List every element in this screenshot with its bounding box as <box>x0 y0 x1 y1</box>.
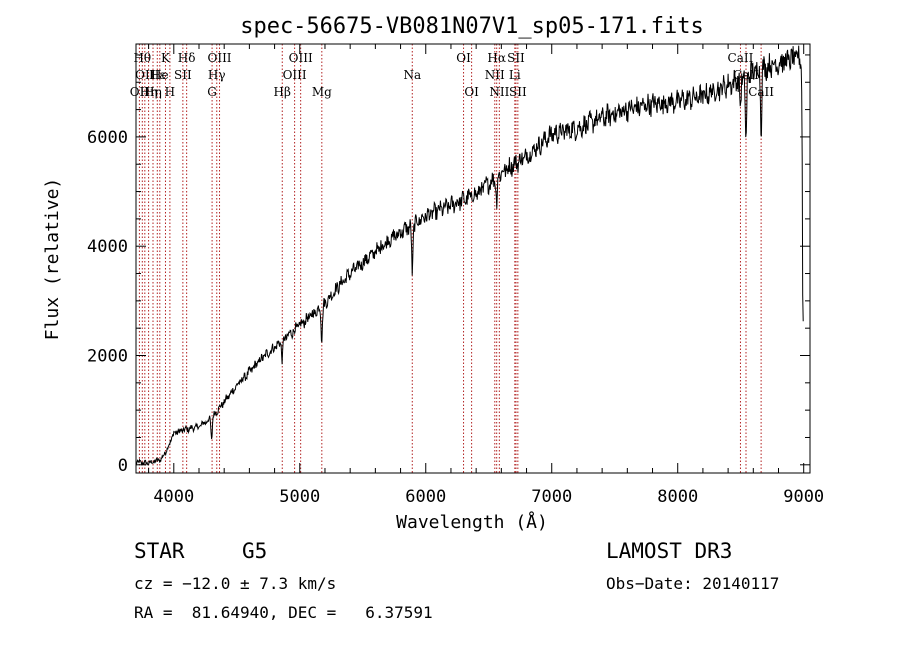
line-marker-label: CaII <box>733 68 759 82</box>
line-marker-label: OI <box>464 85 479 99</box>
plot-frame <box>135 43 811 474</box>
line-marker-label: Li <box>509 68 521 82</box>
y-axis-label: Flux (relative) <box>42 178 63 341</box>
line-marker-label: OIII <box>207 51 231 65</box>
line-marker-label: OIII <box>283 68 307 82</box>
x-tick-label: 8000 <box>657 487 698 507</box>
line-marker-label: H <box>165 85 175 99</box>
x-tick-label: 6000 <box>405 487 446 507</box>
line-marker-label: OIII <box>289 51 313 65</box>
survey-name: LAMOST DR3 <box>606 539 733 563</box>
line-marker-label: OII <box>135 68 155 82</box>
x-tick-label: 9000 <box>783 487 824 507</box>
line-marker-label: CaII <box>728 51 754 65</box>
line-markers <box>138 44 762 473</box>
line-marker-label: SII <box>174 68 192 82</box>
x-tick-label: 7000 <box>531 487 572 507</box>
object-class: STAR <box>134 539 185 563</box>
spectrum-line <box>135 45 804 466</box>
obs-date: Obs−Date: 20140117 <box>606 574 780 593</box>
line-marker-label: OI <box>456 51 471 65</box>
line-marker-label: OII <box>130 85 150 99</box>
line-marker-label: Hγ <box>208 68 226 82</box>
axes: 4000 5000 6000 7000 8000 9000 0 2000 4000 6000 <box>87 44 824 507</box>
spectrum-layer <box>135 45 804 466</box>
x-axis-label: Wavelength (Å) <box>396 511 548 533</box>
redshift-readout: cz = −12.0 ± 7.3 km/s <box>134 574 337 593</box>
line-marker-label: K <box>161 51 171 65</box>
line-marker-label: Na <box>403 68 421 82</box>
line-marker-label: Hη <box>144 85 162 99</box>
line-marker-label: Hβ <box>274 85 291 99</box>
y-tick-label: 2000 <box>87 347 128 367</box>
line-marker-labels: OIIHθOIIHηHηHεHeKHSIIHδGHγOIIIHβOIIIOIII… <box>130 51 775 99</box>
y-tick-label: 6000 <box>87 128 128 148</box>
line-marker-label: SII <box>509 85 527 99</box>
line-marker-label: CaII <box>748 85 774 99</box>
x-tick-label: 5000 <box>279 487 320 507</box>
line-marker-label: Hα <box>487 51 506 65</box>
chart-title: spec-56675-VB081N07V1_sp05-171.fits <box>240 14 704 39</box>
y-tick-label: 0 <box>118 456 128 476</box>
line-marker-label: Mg <box>312 85 332 99</box>
line-marker-label: NII <box>485 68 505 82</box>
object-subclass: G5 <box>242 539 268 563</box>
line-marker-label: Hε <box>149 68 166 82</box>
line-marker-label: SII <box>507 51 525 65</box>
line-marker-label: Hδ <box>178 51 196 65</box>
y-tick-label: 4000 <box>87 237 128 257</box>
line-marker-label: Hη <box>140 85 158 99</box>
line-marker-label: He <box>151 68 169 82</box>
line-marker-label: G <box>207 85 217 99</box>
coordinates: RA = 81.64940, DEC = 6.37591 <box>134 603 433 622</box>
line-marker-label: NII <box>489 85 509 99</box>
x-tick-label: 4000 <box>153 487 194 507</box>
